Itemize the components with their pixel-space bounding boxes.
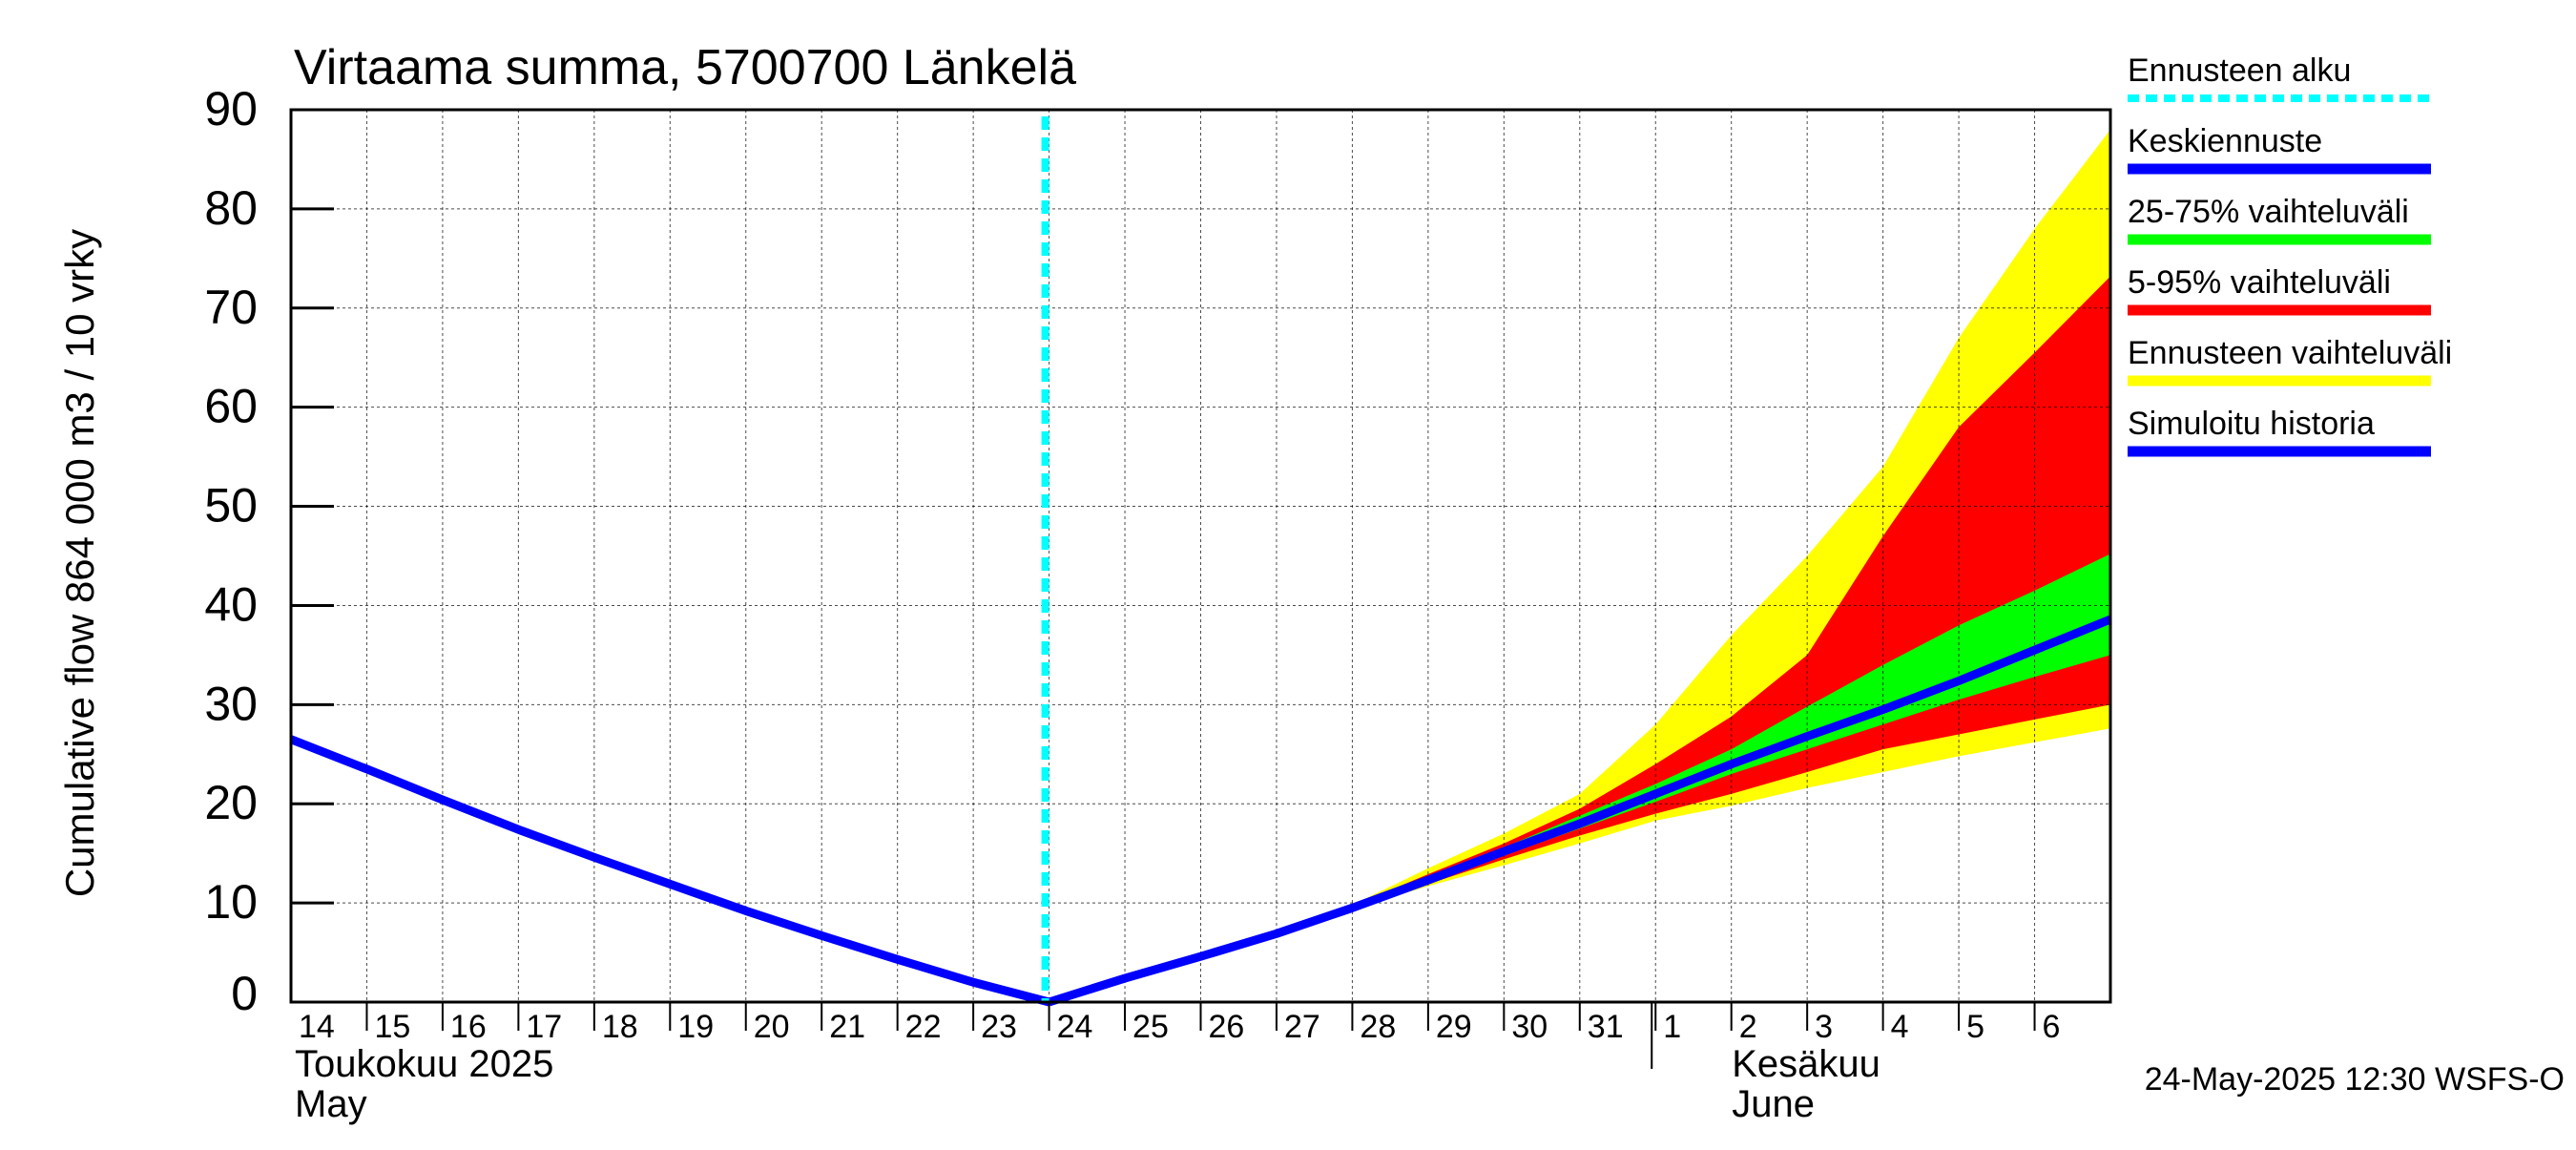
x-tick-label: 17 [526,1009,562,1045]
y-tick-label: 10 [204,875,258,929]
x-tick-label: 19 [677,1009,714,1045]
x-tick-label: 30 [1511,1009,1548,1045]
legend-label: Simuloitu historia [2128,406,2375,442]
x-tick-label: 5 [1966,1009,1984,1045]
x-tick-label: 31 [1588,1009,1624,1045]
y-tick-label: 70 [204,281,258,334]
x-tick-label: 18 [602,1009,638,1045]
x-tick-label: 27 [1284,1009,1320,1045]
x-tick-label: 29 [1436,1009,1472,1045]
x-tick-label: 21 [829,1009,865,1045]
x-tick-label: 4 [1891,1009,1909,1045]
legend-label: 5-95% vaihteluväli [2128,264,2391,301]
month-label-en: June [1732,1083,1815,1125]
y-tick-label: 50 [204,479,258,533]
legend-label: 25-75% vaihteluväli [2128,194,2409,230]
legend-label: Ennusteen vaihteluväli [2128,335,2452,371]
series-mean-forecast [1048,615,2112,1007]
x-tick-label: 3 [1815,1009,1833,1045]
x-tick-label: 22 [905,1009,942,1045]
y-tick-label: 20 [204,776,258,829]
x-tick-label: 23 [981,1009,1017,1045]
x-tick-label: 20 [754,1009,790,1045]
y-tick-label: 40 [204,577,258,631]
x-tick-label: 6 [2043,1009,2061,1045]
chart-title: Virtaama summa, 5700700 Länkelä [294,40,1076,95]
legend: Ennusteen alku Keskiennuste 25-75% vaihtel… [2128,52,2452,457]
x-tick-label: 2 [1739,1009,1757,1045]
x-tick-label: 15 [374,1009,410,1045]
x-tick-label: 24 [1057,1009,1093,1045]
y-tick-label: 60 [204,380,258,433]
x-tick-label: 26 [1209,1009,1245,1045]
x-tick-label: 16 [450,1009,487,1045]
y-axis-label: Cumulative flow 864 000 m3 / 10 vrky [57,229,102,897]
axes [289,108,2112,1069]
series-lines [289,116,2112,1007]
y-tick-labels: 0 10 20 30 40 50 60 70 80 90 [204,82,258,1020]
legend-label: Ennusteen alku [2128,52,2351,89]
x-tick-label: 28 [1360,1009,1396,1045]
x-tick-labels: 14 15 16 17 18 19 20 21 22 23 24 25 26 27 28 29 30 31 1 2 3 4… [299,1009,2060,1045]
x-tick-label: 1 [1663,1009,1681,1045]
series-simulated-history [289,735,1050,1007]
y-tick-label: 0 [231,967,258,1020]
y-tick-label: 90 [204,82,258,136]
month-label-fi: Toukokuu 2025 [295,1043,553,1085]
month-label-fi: Kesäkuu [1732,1043,1880,1085]
x-tick-label: 14 [299,1009,335,1045]
band-5-95 [1049,276,2110,1002]
y-tick-label: 80 [204,181,258,235]
x-tick-label: 25 [1132,1009,1169,1045]
y-tick-label: 30 [204,677,258,730]
legend-label: Keskiennuste [2128,123,2322,159]
footer-timestamp: 24-May-2025 12:30 WSFS-O [2145,1061,2565,1098]
month-label-en: May [295,1083,367,1125]
